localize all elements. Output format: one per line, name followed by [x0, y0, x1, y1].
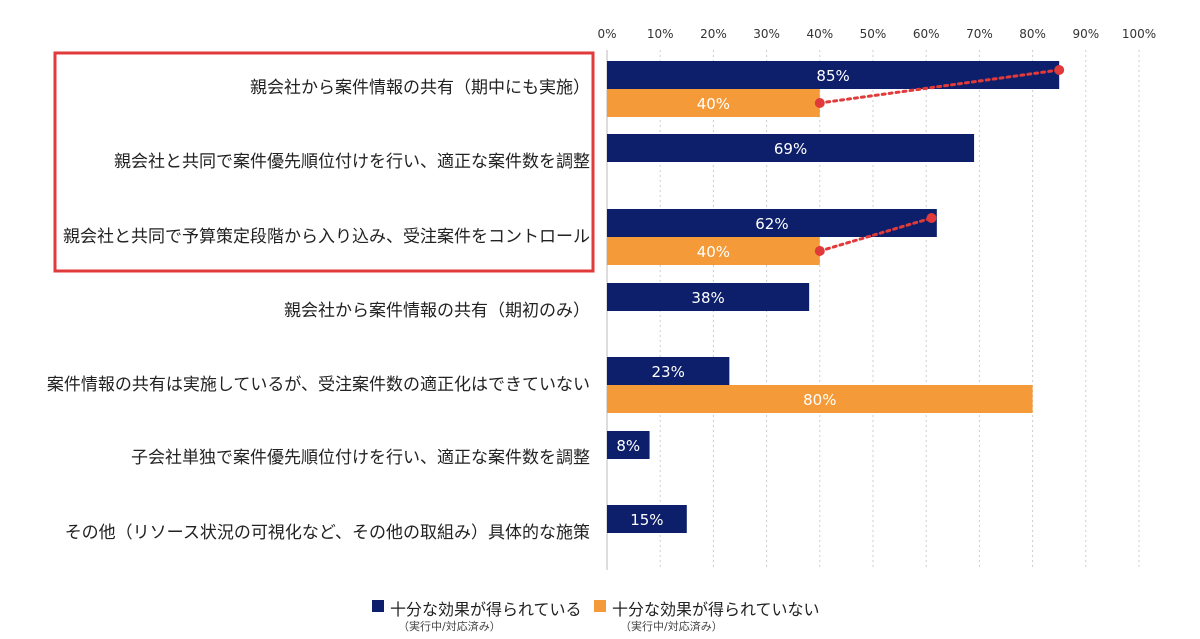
category-label-6: 子会社単独で案件優先順位付けを行い、適正な案件数を調整 [131, 448, 590, 468]
x-tick-label-9: 90% [1072, 27, 1099, 41]
connector-dot-to-1 [1054, 65, 1065, 75]
category-label-1: 親会社から案件情報の共有（期中にも実施） [250, 78, 590, 98]
x-tick-label-5: 50% [860, 27, 887, 41]
x-tick-label-7: 70% [966, 27, 993, 41]
connector-dot-from-2 [814, 246, 825, 256]
data-label-s2-c1: 40% [697, 95, 730, 113]
bar-s1-c5 [607, 357, 730, 385]
x-tick-label-8: 80% [1019, 27, 1046, 41]
x-axis-ticks: 0% 10% 20% 30% 40% 50% 60% 70% 80% 90% 100% [597, 27, 1156, 41]
legend-note-series-1: （実行中/対応済み） [398, 620, 501, 633]
data-label-s1-c1: 85% [816, 67, 849, 85]
legend-swatch-series-1 [372, 600, 384, 612]
x-tick-label-3: 30% [753, 27, 780, 41]
connector-line-1 [818, 68, 1061, 105]
category-label-4: 親会社から案件情報の共有（期初のみ） [284, 301, 590, 321]
x-tick-label-4: 40% [806, 27, 833, 41]
x-tick-label-10: 100% [1122, 27, 1156, 41]
highlight-box [53, 51, 595, 273]
legend-label-series-2: 十分な効果が得られていない [612, 600, 820, 619]
bar-s2-c3 [607, 237, 820, 265]
data-label-s1-c4: 38% [691, 289, 724, 307]
bar-s2-c1 [607, 89, 820, 117]
legend-swatch-series-2 [594, 600, 606, 612]
x-tick-label-0: 0% [597, 27, 616, 41]
bar-s1-c1 [607, 61, 1060, 89]
connectors [814, 65, 1065, 256]
bar-s1-c6 [607, 431, 650, 459]
legend: 十分な効果が得られている （実行中/対応済み） 十分な効果が得られていない （実… [372, 596, 892, 636]
connector-line-2 [818, 216, 934, 253]
data-label-s2-c3: 40% [697, 243, 730, 261]
data-label-s1-c5: 23% [652, 363, 685, 381]
category-label-7: その他（リソース状況の可視化など、その他の取組み）具体的な施策 [64, 523, 590, 543]
bar-s2-c5 [607, 385, 1033, 413]
data-label-s1-c6: 8% [616, 437, 640, 455]
x-tick-label-1: 10% [647, 27, 674, 41]
connector-dot-from-1 [814, 98, 825, 108]
data-label-s1-c7: 15% [630, 511, 663, 529]
bar-s1-c7 [607, 505, 687, 533]
category-label-5: 案件情報の共有は実施しているが、受注案件数の適正化はできていない [46, 375, 590, 395]
bar-s1-c4 [607, 283, 810, 311]
data-label-s1-c2: 69% [774, 140, 807, 158]
legend-note-series-2: （実行中/対応済み） [620, 620, 723, 633]
data-label-s1-c3: 62% [755, 215, 788, 233]
data-label-s2-c5: 80% [803, 391, 836, 409]
x-tick-label-6: 60% [913, 27, 940, 41]
category-label-2: 親会社と共同で案件優先順位付けを行い、適正な案件数を調整 [114, 152, 590, 172]
bar-s1-c2 [607, 134, 975, 162]
legend-label-series-1: 十分な効果が得られている [390, 600, 582, 619]
category-label-3: 親会社と共同で予算策定段階から入り込み、受注案件をコントロール [63, 227, 590, 247]
connector-dot-to-2 [926, 213, 937, 223]
bars: 85% 40% 69% 62% 40% 38% 23% 80% 8% 15% [607, 61, 1060, 533]
x-tick-label-2: 20% [700, 27, 727, 41]
